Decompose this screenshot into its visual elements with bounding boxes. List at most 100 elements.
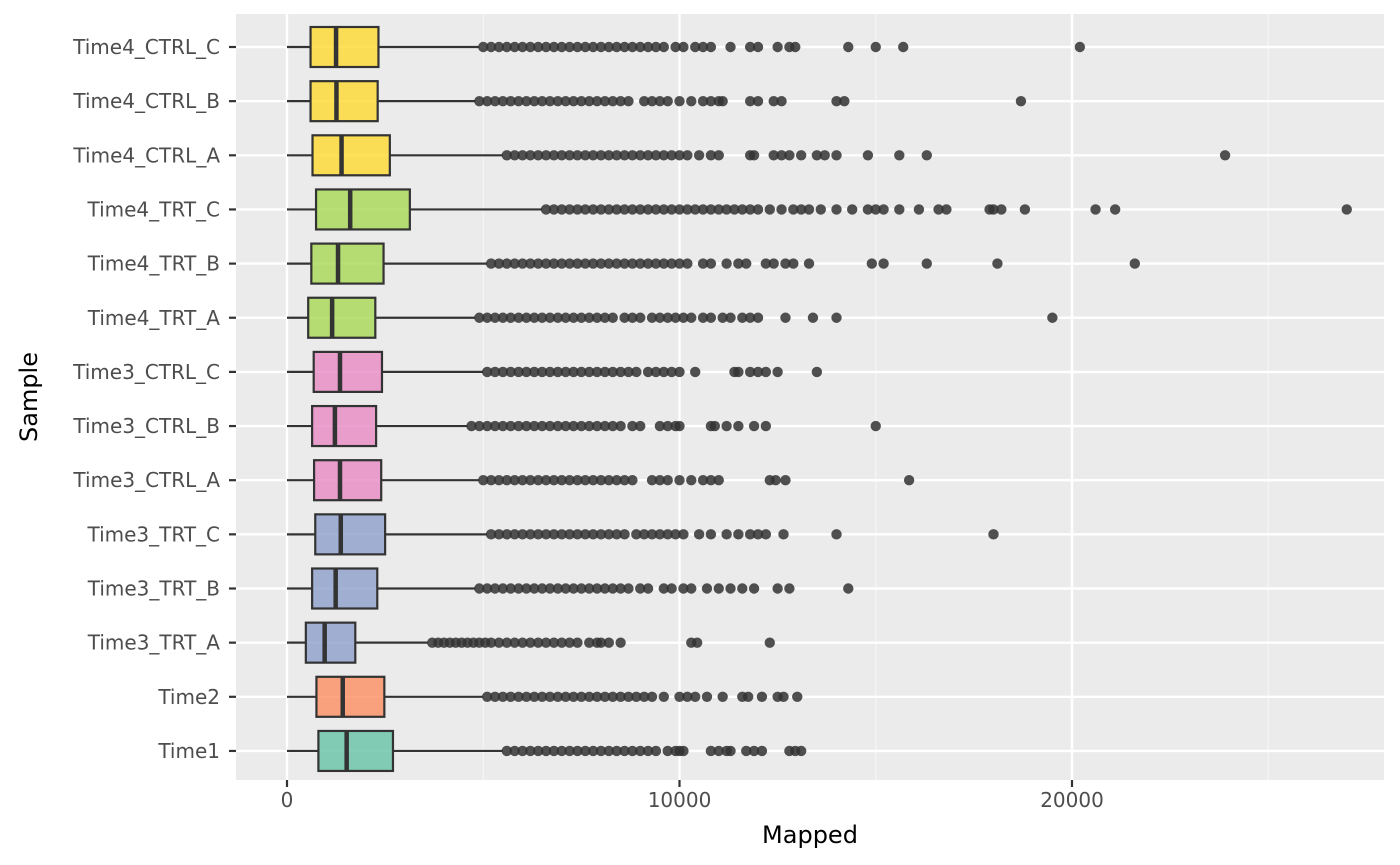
outlier-point bbox=[744, 312, 756, 323]
y-axis-title: Sample bbox=[15, 352, 43, 442]
outlier-point bbox=[768, 258, 779, 269]
outlier-point bbox=[686, 475, 697, 486]
outlier-point bbox=[705, 258, 717, 269]
outlier-point bbox=[556, 204, 567, 215]
outlier-point bbox=[544, 312, 556, 323]
outlier-point bbox=[778, 529, 789, 540]
outlier-point bbox=[654, 529, 666, 540]
outlier-point bbox=[489, 366, 501, 378]
outlier-point bbox=[772, 366, 783, 378]
outlier-point bbox=[485, 637, 497, 648]
outlier-point bbox=[584, 95, 595, 107]
outlier-point bbox=[713, 204, 724, 215]
box-iqr bbox=[307, 296, 377, 339]
outlier-point bbox=[670, 312, 681, 323]
outlier-point bbox=[894, 150, 905, 161]
outlier-point bbox=[568, 95, 579, 107]
outlier-point bbox=[770, 475, 781, 486]
outlier-point bbox=[713, 745, 724, 757]
box-group-time1 bbox=[287, 729, 807, 773]
outlier-point bbox=[638, 95, 650, 107]
outlier-point bbox=[529, 583, 540, 594]
outlier-point bbox=[646, 475, 658, 486]
outlier-point bbox=[635, 420, 646, 432]
outlier-point bbox=[1109, 204, 1121, 215]
outlier-point bbox=[988, 204, 999, 215]
outlier-point bbox=[533, 637, 544, 648]
outlier-point bbox=[478, 41, 489, 53]
outlier-point bbox=[733, 529, 744, 540]
outlier-point bbox=[737, 204, 748, 215]
outlier-point bbox=[619, 258, 630, 269]
outlier-point bbox=[686, 312, 697, 323]
outlier-point bbox=[505, 691, 516, 702]
outlier-point bbox=[513, 366, 524, 378]
outlier-point bbox=[474, 583, 485, 594]
outlier-point bbox=[666, 204, 677, 215]
outlier-point bbox=[611, 41, 622, 53]
outlier-point bbox=[682, 691, 693, 702]
outlier-point bbox=[1090, 204, 1101, 215]
outlier-point bbox=[568, 312, 579, 323]
y-tick-label: Time2 bbox=[157, 685, 220, 709]
minor-gridlines bbox=[482, 14, 1269, 780]
y-tick-label: Time3_CTRL_B bbox=[72, 414, 220, 438]
outlier-point bbox=[521, 366, 532, 378]
outlier-point bbox=[635, 41, 646, 53]
outlier-point bbox=[619, 745, 630, 757]
outlier-point bbox=[501, 41, 512, 53]
outlier-point bbox=[533, 745, 544, 757]
outlier-point bbox=[903, 475, 915, 486]
outlier-point bbox=[619, 204, 630, 215]
outlier-point bbox=[615, 691, 626, 702]
outlier-point bbox=[485, 41, 497, 53]
x-axis-title: Mapped bbox=[762, 821, 858, 849]
outlier-point bbox=[690, 691, 701, 702]
outlier-point bbox=[509, 529, 520, 540]
outlier-point bbox=[525, 258, 536, 269]
outlier-point bbox=[898, 41, 909, 53]
outlier-point bbox=[784, 150, 795, 161]
outlier-point bbox=[705, 95, 717, 107]
box-iqr bbox=[317, 729, 395, 773]
outlier-point bbox=[580, 258, 591, 269]
outlier-point bbox=[748, 420, 760, 432]
outlier-point bbox=[529, 312, 540, 323]
outlier-point bbox=[501, 258, 512, 269]
outlier-point bbox=[564, 41, 575, 53]
outlier-point bbox=[533, 150, 544, 161]
outlier-point bbox=[862, 150, 874, 161]
outlier-point bbox=[489, 312, 501, 323]
outlier-point bbox=[717, 691, 728, 702]
outlier-point bbox=[552, 312, 564, 323]
outlier-point bbox=[662, 312, 673, 323]
outlier-point bbox=[674, 366, 685, 378]
outlier-point bbox=[552, 691, 564, 702]
outlier-point bbox=[525, 41, 536, 53]
outlier-point bbox=[536, 366, 548, 378]
outlier-point bbox=[697, 204, 709, 215]
outlier-point bbox=[603, 204, 615, 215]
outlier-point bbox=[521, 312, 532, 323]
outlier-point bbox=[705, 150, 717, 161]
outlier-point bbox=[556, 150, 567, 161]
outlier-point bbox=[576, 420, 587, 432]
y-tick-label: Time4_TRT_B bbox=[87, 252, 220, 276]
outlier-point bbox=[474, 420, 485, 432]
outlier-point bbox=[756, 745, 768, 757]
outlier-point bbox=[674, 420, 685, 432]
outlier-point bbox=[505, 583, 516, 594]
box-iqr bbox=[315, 675, 386, 718]
outlier-point bbox=[788, 258, 799, 269]
outlier-point bbox=[552, 420, 564, 432]
outlier-point bbox=[599, 366, 611, 378]
outlier-point bbox=[650, 258, 662, 269]
outlier-point bbox=[623, 95, 634, 107]
outlier-point bbox=[756, 691, 768, 702]
outlier-point bbox=[580, 745, 591, 757]
outlier-point bbox=[611, 475, 622, 486]
outlier-point bbox=[790, 41, 801, 53]
outlier-point bbox=[691, 637, 703, 648]
y-tick-label: Time4_CTRL_B bbox=[72, 89, 220, 113]
outlier-point bbox=[517, 41, 528, 53]
